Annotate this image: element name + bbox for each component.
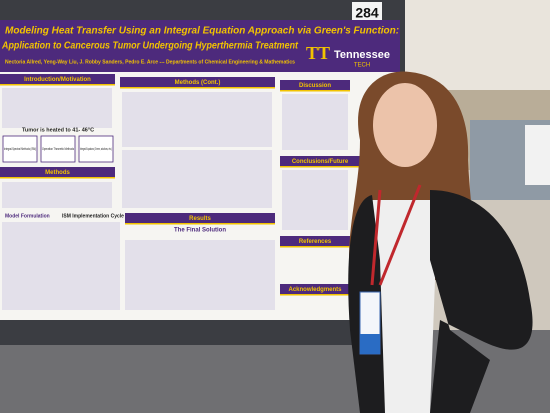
section-header-rule [125,223,275,225]
section-header [120,77,275,87]
section-title: References [299,239,332,245]
board-number: 284 [355,5,379,21]
section-title: Results [189,216,211,222]
section-header [0,74,115,84]
final-solution: The Final Solution [174,228,226,234]
method-label: Operation Theoretic Methods [42,147,74,151]
lanyard [370,184,422,286]
section-header [125,213,275,223]
badge-stripe [360,334,380,354]
poster-panels [2,88,348,310]
poster-title: Modeling Heat Transfer Using an Integral… [5,26,399,37]
section-header-rule [280,246,350,248]
model-title: Model Formulation [5,213,50,219]
section-header-rule [280,166,360,168]
jacket-right [430,190,533,413]
panel [2,222,120,310]
method-box [2,135,38,163]
method-label: Integral-Spectral Methods (ISM) [4,147,36,151]
section-header-rule [280,90,350,92]
panel [125,240,275,310]
panel [282,170,348,230]
poster-authors: Nectoria Allred, Yeng-Way Liu, J. Robby … [5,59,295,65]
cycle-title: ISM Implementation Cycle [62,213,124,219]
section-title: Acknowledgments [288,287,342,293]
section-title: Methods (Cont.) [175,80,221,86]
section-header [280,80,350,90]
logo-sub: TECH [354,63,370,69]
board-number-card [352,2,382,24]
section-title: Methods [45,170,70,176]
shirt [372,200,438,413]
logo-mark: TT [306,43,330,63]
method-label: Integral Equations (Green, solutions, et… [80,147,112,151]
section-header [280,284,350,294]
face [373,83,437,167]
section-title: Discussion [299,83,331,89]
section-header [280,156,360,166]
panel [282,94,348,150]
poster-title: Application to Cancerous Tumor Undergoin… [1,41,298,52]
section-header-rule [280,294,350,296]
person [348,71,533,413]
logo-name: Tennessee [334,49,390,61]
booth-screen [525,125,550,185]
section-header-rule [120,87,275,89]
section-header [280,236,350,246]
panel [122,150,272,208]
panel [2,88,112,128]
section-title: Introduction/Motivation [24,77,91,83]
tumor-note: Tumor is heated to 41- 46°C [22,127,94,133]
poster-title-band [0,20,400,72]
section-header [0,167,115,177]
method-box [78,135,114,163]
section-header-rule [0,177,115,179]
panel [2,182,112,208]
section-header-rule [0,84,115,86]
ceiling [400,0,550,90]
method-box [40,135,76,163]
section-title: Conclusions/Future [292,159,349,165]
panel [122,92,272,147]
